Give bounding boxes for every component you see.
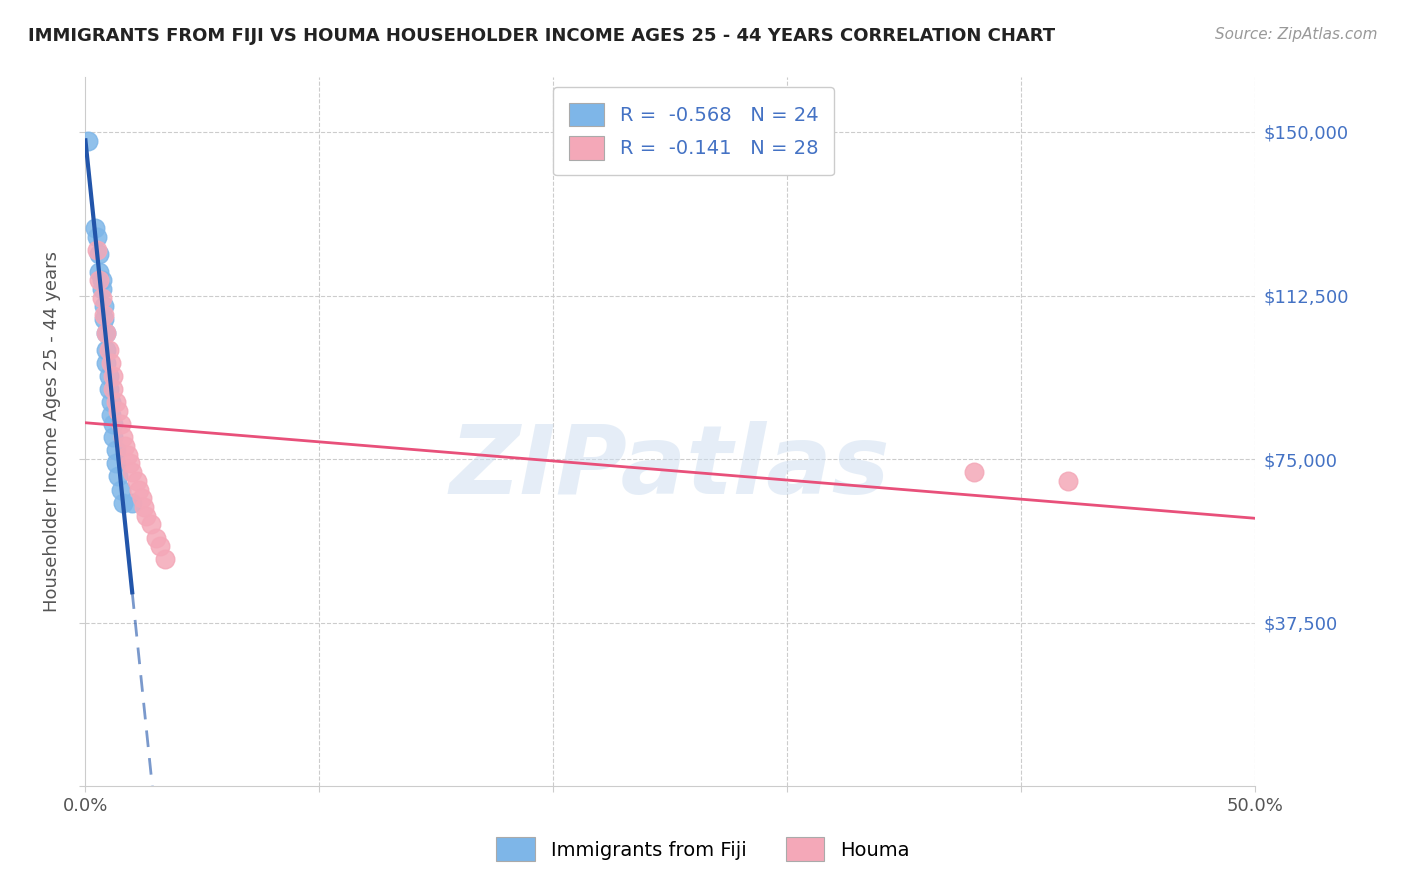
Point: [97, 343, 120, 357]
Point: [90, 291, 112, 305]
Point: [963, 465, 986, 479]
Point: [96, 356, 118, 370]
Point: [83, 220, 105, 235]
Point: [153, 552, 176, 566]
Point: [93, 300, 115, 314]
Text: ZIPatlas: ZIPatlas: [450, 421, 890, 514]
Point: [103, 417, 125, 432]
Point: [139, 517, 162, 532]
Legend: Immigrants from Fiji, Houma: Immigrants from Fiji, Houma: [489, 830, 917, 869]
Point: [103, 382, 125, 396]
Point: [96, 326, 118, 340]
Point: [107, 404, 129, 418]
Point: [100, 356, 122, 370]
Point: [111, 430, 134, 444]
Point: [90, 282, 112, 296]
Point: [110, 483, 132, 497]
Point: [86, 243, 108, 257]
Y-axis label: Householder Income Ages 25 - 44 years: Householder Income Ages 25 - 44 years: [44, 252, 60, 612]
Point: [107, 469, 129, 483]
Point: [1056, 474, 1078, 488]
Point: [97, 382, 120, 396]
Point: [125, 474, 148, 488]
Text: IMMIGRANTS FROM FIJI VS HOUMA HOUSEHOLDER INCOME AGES 25 - 44 YEARS CORRELATION : IMMIGRANTS FROM FIJI VS HOUMA HOUSEHOLDE…: [28, 27, 1056, 45]
Point: [90, 273, 112, 287]
Point: [103, 369, 125, 384]
Point: [96, 326, 118, 340]
Point: [89, 247, 111, 261]
Point: [111, 496, 134, 510]
Point: [104, 395, 127, 409]
Point: [103, 430, 125, 444]
Point: [104, 457, 127, 471]
Point: [145, 531, 167, 545]
Point: [135, 508, 157, 523]
Point: [89, 264, 111, 278]
Point: [89, 273, 111, 287]
Point: [117, 448, 139, 462]
Point: [110, 417, 132, 432]
Point: [128, 483, 150, 497]
Point: [93, 308, 115, 322]
Point: [86, 229, 108, 244]
Point: [76, 134, 98, 148]
Point: [104, 443, 127, 458]
Point: [100, 395, 122, 409]
Point: [132, 500, 155, 514]
Text: Source: ZipAtlas.com: Source: ZipAtlas.com: [1215, 27, 1378, 42]
Point: [100, 409, 122, 423]
Point: [131, 491, 153, 506]
Point: [121, 496, 143, 510]
Point: [118, 457, 141, 471]
Point: [121, 465, 143, 479]
Legend: R =  -0.568   N = 24, R =  -0.141   N = 28: R = -0.568 N = 24, R = -0.141 N = 28: [554, 87, 834, 176]
Point: [96, 343, 118, 357]
Point: [97, 369, 120, 384]
Point: [149, 539, 172, 553]
Point: [114, 439, 136, 453]
Point: [93, 312, 115, 326]
